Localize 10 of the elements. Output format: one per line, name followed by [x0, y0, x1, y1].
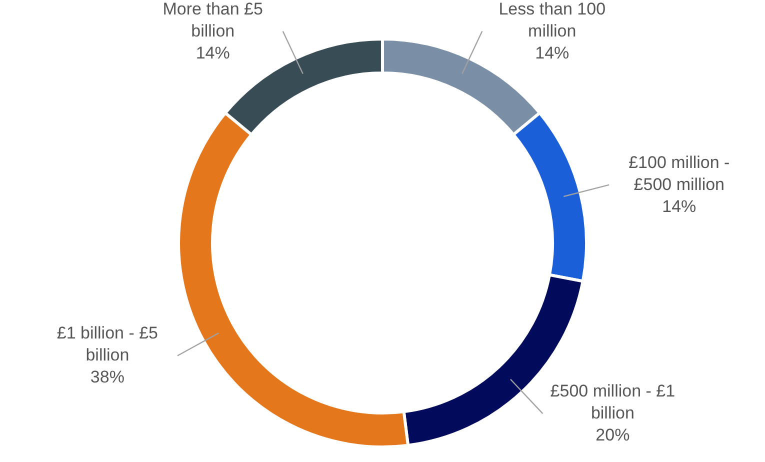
- data-label: 14%: [535, 43, 570, 62]
- data-label: 38%: [90, 368, 124, 387]
- data-label: 14%: [662, 196, 696, 216]
- slice-label: £1 billion - £5 billion: [56, 324, 158, 365]
- slice-label: More than £5 billion: [162, 0, 263, 40]
- slice-label: £100 million - £500 million: [628, 152, 730, 194]
- slice-label: Less than 100 million: [498, 0, 606, 40]
- slice-label: £500 million - £1 billion: [550, 382, 676, 423]
- data-label: 20%: [596, 426, 630, 445]
- data-label: 14%: [196, 43, 230, 62]
